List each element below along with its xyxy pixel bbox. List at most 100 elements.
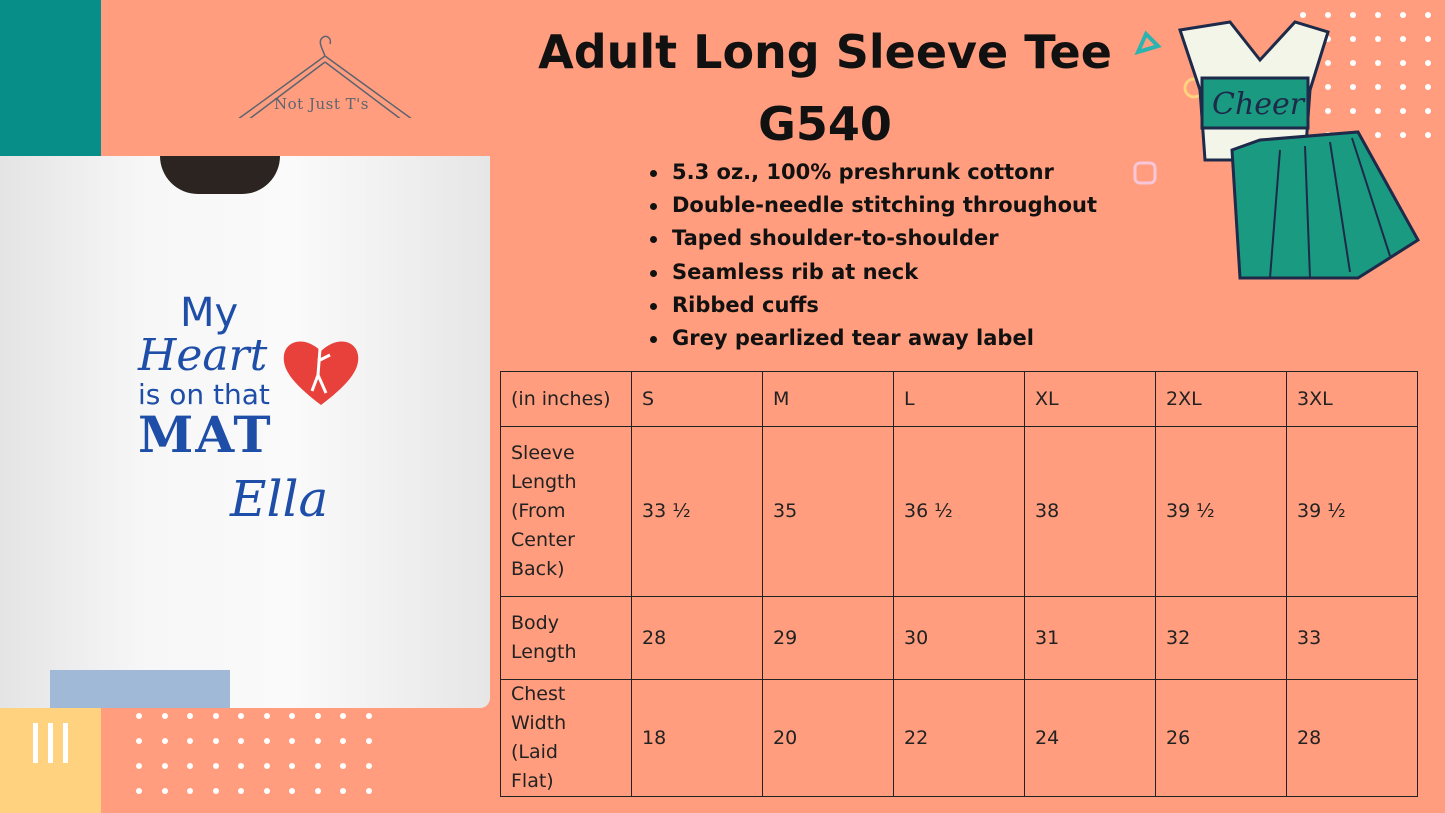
dot xyxy=(1350,12,1356,18)
dot xyxy=(238,763,244,769)
dot xyxy=(1375,12,1381,18)
cell: 31 xyxy=(1024,596,1156,680)
dot xyxy=(136,713,142,719)
size-table: (in inches) S M L XL 2XL 3XL Sleeve Leng… xyxy=(500,371,1418,797)
cell: 32 xyxy=(1155,596,1287,680)
feature-item: Grey pearlized tear away label xyxy=(650,322,1097,355)
dot xyxy=(1425,60,1431,66)
dot xyxy=(340,713,346,719)
table-row: Chest Width (Laid Flat) 18 20 22 24 26 2… xyxy=(500,679,1418,797)
feature-item: Double-needle stitching throughout xyxy=(650,189,1097,222)
dot xyxy=(212,788,219,794)
dot xyxy=(136,738,142,744)
table-header-row: (in inches) S M L XL 2XL 3XL xyxy=(500,371,1418,427)
dot xyxy=(1425,84,1431,90)
dot xyxy=(314,763,321,769)
dot xyxy=(1400,108,1406,114)
header-cell: 3XL xyxy=(1286,371,1418,427)
dot xyxy=(340,738,346,744)
shirt-photo xyxy=(0,156,490,708)
cheer-uniform-icon: Cheer xyxy=(1133,20,1420,280)
design-line4: MAT xyxy=(138,405,273,464)
dot xyxy=(314,713,321,719)
dot xyxy=(1350,36,1356,42)
dot xyxy=(1350,84,1356,90)
dot xyxy=(1375,132,1381,138)
dot xyxy=(314,738,321,744)
header-cell: 2XL xyxy=(1155,371,1287,427)
dot xyxy=(340,763,346,769)
feature-item: Taped shoulder-to-shoulder xyxy=(650,222,1097,255)
title-model: G540 xyxy=(758,97,892,151)
dot xyxy=(187,788,193,794)
dot xyxy=(187,713,193,719)
feature-item: Ribbed cuffs xyxy=(650,289,1097,322)
dot xyxy=(263,738,270,744)
dot xyxy=(1375,60,1381,66)
dot xyxy=(1375,108,1381,114)
title-line1: Adult Long Sleeve Tee xyxy=(538,25,1112,79)
dot xyxy=(238,788,244,794)
dot xyxy=(1425,108,1431,114)
row-label: Body Length xyxy=(500,596,632,680)
table-row: Sleeve Length (From Center Back) 33 ½ 35… xyxy=(500,426,1418,597)
dot xyxy=(365,788,372,794)
dot xyxy=(1425,132,1431,138)
dot xyxy=(1400,12,1406,18)
cell: 28 xyxy=(1286,679,1418,797)
beard xyxy=(160,156,280,194)
header-cell: (in inches) xyxy=(500,371,632,427)
dot xyxy=(365,713,372,719)
row-label: Chest Width (Laid Flat) xyxy=(500,679,632,797)
dot xyxy=(187,738,193,744)
heart-icon xyxy=(283,341,359,405)
logo-text: Not Just T's xyxy=(274,95,369,113)
cell: 30 xyxy=(893,596,1025,680)
dot xyxy=(365,738,372,744)
header-cell: M xyxy=(762,371,894,427)
design-line2: Heart xyxy=(138,330,268,381)
dot xyxy=(340,788,346,794)
dot xyxy=(1350,60,1356,66)
feature-list: 5.3 oz., 100% preshrunk cottonr Double-n… xyxy=(650,156,1097,355)
dot xyxy=(263,788,270,794)
cell: 22 xyxy=(893,679,1025,797)
dot xyxy=(1425,36,1431,42)
dot xyxy=(1325,108,1331,114)
page-title: Adult Long Sleeve Tee G540 xyxy=(520,24,1130,152)
bars-decoration xyxy=(33,723,68,763)
cell: 39 ½ xyxy=(1286,426,1418,597)
cell: 26 xyxy=(1155,679,1287,797)
dot xyxy=(212,713,219,719)
design-line3: is on that xyxy=(138,378,270,411)
dot xyxy=(1375,84,1381,90)
feature-item: 5.3 oz., 100% preshrunk cottonr xyxy=(650,156,1097,189)
dot xyxy=(136,788,142,794)
dot xyxy=(289,763,295,769)
dot-pattern xyxy=(1300,12,1445,156)
header-cell: XL xyxy=(1024,371,1156,427)
dot-pattern xyxy=(136,713,391,813)
dot xyxy=(314,788,321,794)
dot xyxy=(212,763,219,769)
cell: 20 xyxy=(762,679,894,797)
dot xyxy=(238,738,244,744)
dot xyxy=(161,713,168,719)
design-name: Ella xyxy=(230,470,329,528)
cell: 33 xyxy=(1286,596,1418,680)
cell: 39 ½ xyxy=(1155,426,1287,597)
feature-item: Seamless rib at neck xyxy=(650,256,1097,289)
cell: 28 xyxy=(631,596,763,680)
dot xyxy=(238,713,244,719)
cell: 33 ½ xyxy=(631,426,763,597)
jeans xyxy=(50,670,230,708)
dot xyxy=(1400,132,1406,138)
dot xyxy=(289,713,295,719)
cell: 24 xyxy=(1024,679,1156,797)
dot xyxy=(263,713,270,719)
dot xyxy=(1400,36,1406,42)
dot xyxy=(263,763,270,769)
dot xyxy=(1325,36,1331,42)
dot xyxy=(1300,12,1306,18)
dot xyxy=(1325,60,1331,66)
